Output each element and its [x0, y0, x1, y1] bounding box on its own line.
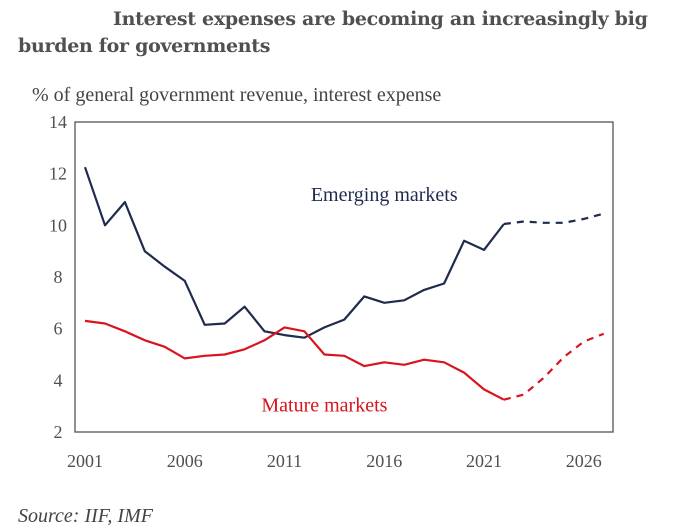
emerging-markets-line	[83, 166, 505, 339]
y-tick-label: 2	[54, 422, 63, 442]
x-ticks: 2001 2006 2011 2016 2021 2026	[67, 451, 602, 471]
y-tick-label: 8	[54, 267, 63, 287]
y-axis-label: % of general government revenue, interes…	[32, 84, 442, 106]
mature-markets-projection-line	[503, 332, 605, 401]
x-tick-label: 2016	[366, 451, 402, 471]
chart-title: Interest expenses are becoming an increa…	[18, 8, 648, 57]
emerging-markets-label: Emerging markets	[311, 184, 458, 206]
source-note: Source: IIF, IMF	[18, 505, 153, 527]
x-tick-label: 2021	[466, 451, 502, 471]
mature-markets-label: Mature markets	[261, 394, 387, 416]
plot-frame	[74, 121, 614, 433]
y-ticks: 2 4 6 8 10 12 14	[49, 112, 67, 442]
x-tick-label: 2001	[67, 451, 103, 471]
series-labels: Emerging markets Mature markets	[261, 184, 458, 417]
series-lines	[83, 166, 605, 401]
y-tick-label: 10	[49, 215, 67, 235]
x-tick-label: 2011	[267, 451, 302, 471]
y-tick-label: 14	[49, 112, 67, 132]
emerging-markets-projection-line	[503, 212, 604, 226]
mature-markets-line	[84, 319, 505, 401]
y-tick-label: 4	[54, 370, 63, 390]
x-tick-label: 2026	[566, 451, 602, 471]
y-tick-label: 12	[49, 164, 67, 184]
y-tick-label: 6	[54, 319, 63, 339]
x-tick-label: 2006	[167, 451, 203, 471]
